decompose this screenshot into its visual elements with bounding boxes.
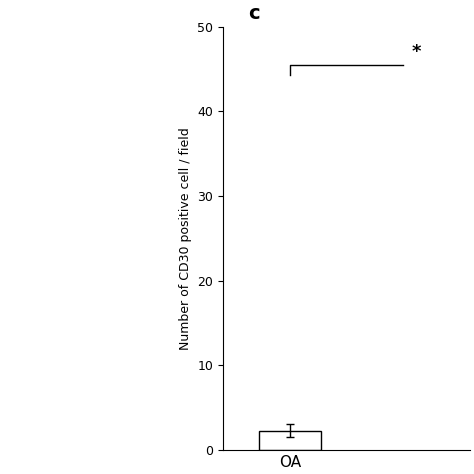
Text: c: c (248, 4, 259, 23)
Text: *: * (411, 43, 421, 61)
Bar (259, 430, 321, 450)
Y-axis label: Number of CD30 positive cell / field: Number of CD30 positive cell / field (179, 127, 192, 350)
